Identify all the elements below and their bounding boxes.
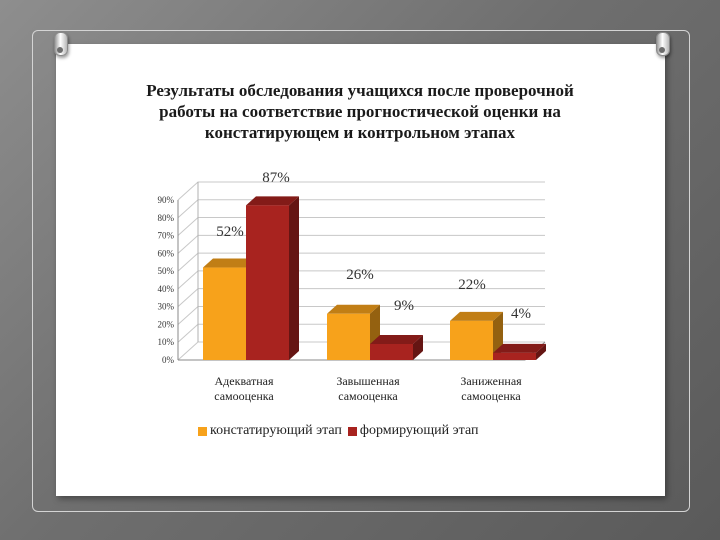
bar	[493, 352, 536, 360]
legend-swatch-1	[347, 426, 357, 436]
data-label: 52%	[216, 224, 244, 240]
data-label: 22%	[458, 277, 486, 293]
legend-label: формирующий этап	[359, 423, 479, 438]
legend-entry: формирующий этап	[347, 423, 479, 439]
y-tick-label: 10%	[158, 337, 175, 347]
bar	[327, 313, 370, 360]
bar-side	[536, 343, 546, 360]
data-label: 87%	[262, 170, 290, 186]
x-tick-label: самооценка	[338, 389, 398, 403]
chart-title: Результаты обследования учащихся после п…	[60, 80, 660, 143]
bar-top	[246, 196, 299, 206]
y-tick-label: 0%	[162, 355, 175, 365]
pushpin-icon	[656, 32, 670, 56]
x-tick-label: Завышенная	[336, 374, 400, 388]
data-label: 4%	[511, 306, 531, 322]
y-tick-label: 30%	[158, 302, 175, 312]
y-tick-label: 40%	[158, 284, 175, 294]
x-tick-label: Заниженная	[460, 374, 522, 388]
bar-top	[370, 335, 423, 344]
x-tick-label: самооценка	[461, 389, 521, 403]
y-tick-label: 80%	[158, 213, 175, 223]
bar	[450, 320, 493, 360]
bar	[203, 267, 246, 360]
y-tick-label: 70%	[158, 231, 175, 241]
chart-legend: констатирующий этап формирующий этап	[198, 423, 484, 439]
gridline	[177, 199, 545, 219]
pushpin-icon	[54, 32, 68, 56]
gridline	[177, 181, 545, 201]
data-label: 26%	[346, 267, 374, 283]
legend-swatch-0	[198, 426, 207, 436]
chart-title-line: констатирующем и контрольном этапах	[204, 123, 516, 142]
slide-frame	[32, 30, 690, 512]
bar-top	[450, 311, 503, 321]
bar-side	[413, 335, 423, 360]
y-tick-label: 50%	[158, 266, 175, 276]
bar-side	[289, 196, 299, 360]
legend-label: констатирующий этап	[210, 423, 342, 438]
x-tick-label: самооценка	[214, 389, 274, 403]
chart-paper	[56, 44, 665, 496]
y-tick-label: 60%	[158, 248, 175, 258]
bar	[246, 205, 289, 360]
chart-title-line: Результаты обследования учащихся после п…	[146, 81, 574, 100]
y-tick-label: 20%	[158, 319, 175, 329]
bar-top	[493, 343, 546, 353]
data-label: 9%	[394, 298, 414, 314]
chart-title-line: работы на соответствие прогностической о…	[159, 102, 561, 121]
bar	[370, 344, 413, 360]
y-tick-label: 90%	[158, 195, 175, 205]
bar-top	[327, 304, 380, 314]
legend-entry: констатирующий этап	[198, 423, 342, 439]
x-tick-label: Адекватная	[215, 374, 274, 388]
bar-top	[203, 258, 256, 268]
